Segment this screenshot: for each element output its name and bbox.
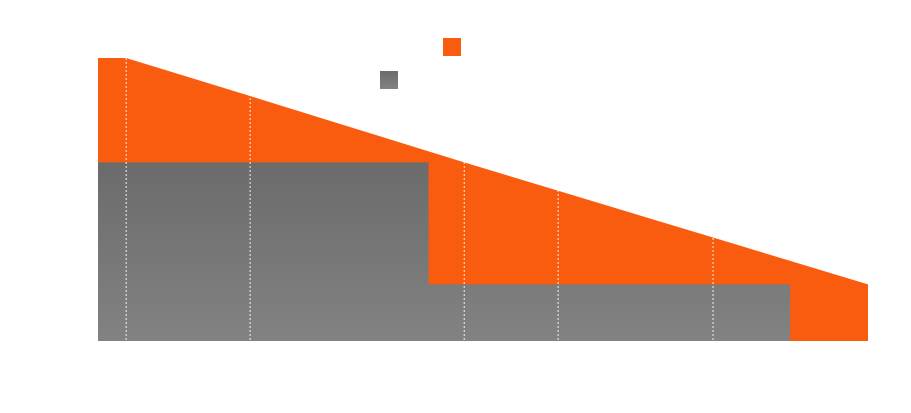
legend — [380, 38, 461, 89]
grid-lines — [125, 58, 714, 341]
legend-swatch-orange — [443, 38, 461, 56]
plot-area — [98, 58, 868, 341]
legend-swatch-gray — [380, 71, 398, 89]
series-area-gray — [98, 162, 868, 341]
